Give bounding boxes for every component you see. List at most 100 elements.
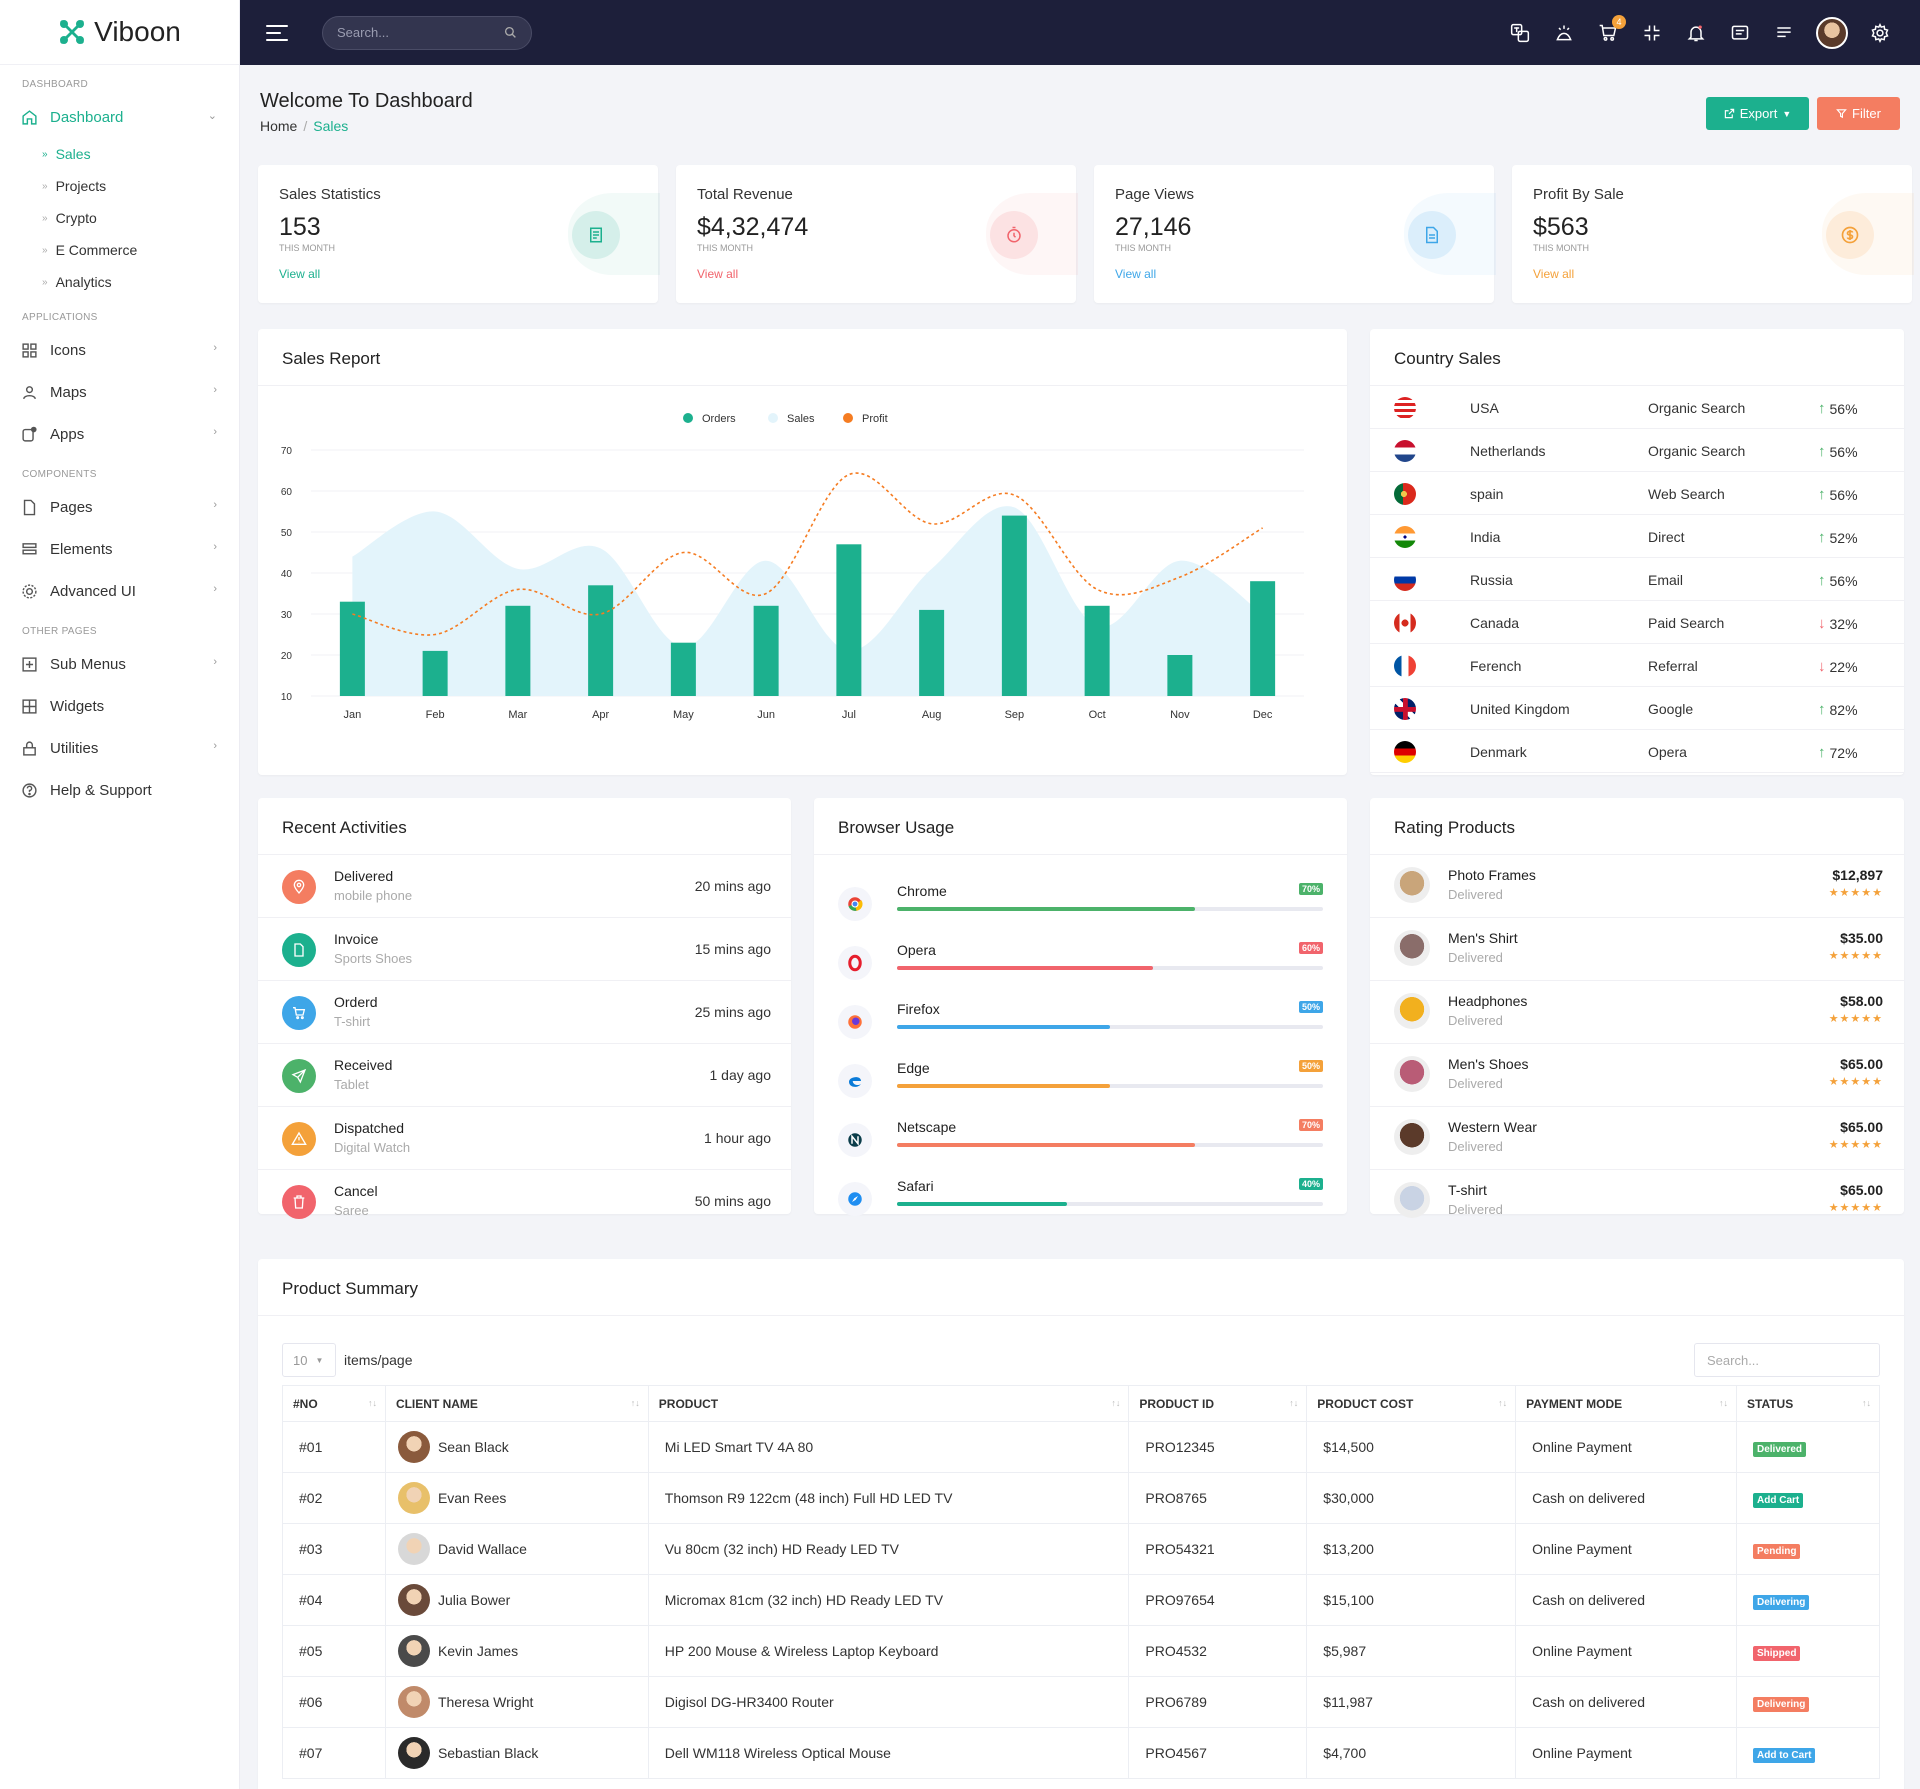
avatar[interactable] [1816, 16, 1848, 49]
product-rating-row[interactable]: Western Wear Delivered $65.00 ★★★★★ [1370, 1107, 1904, 1170]
sidebar-subitem-crypto[interactable]: » Crypto [42, 210, 97, 226]
view-all-link[interactable]: View all [1115, 267, 1157, 281]
sidebar-item-advanced-ui[interactable]: Advanced UI › [0, 570, 239, 612]
column-header[interactable]: PRODUCT ID ↑↓ [1128, 1385, 1308, 1422]
sidebar-item-elements[interactable]: Elements › [0, 528, 239, 570]
product-rating-row[interactable]: Men's Shirt Delivered $35.00 ★★★★★ [1370, 918, 1904, 981]
country-percent: ↑ 82% [1818, 701, 1858, 718]
view-all-link[interactable]: View all [1533, 267, 1575, 281]
sidebar-item-maps[interactable]: Maps › [0, 371, 239, 413]
progress-fill [897, 1084, 1110, 1088]
progress-fill [897, 1143, 1196, 1147]
cart-icon[interactable]: 4 [1596, 14, 1626, 45]
card-title: Rating Products [1394, 818, 1515, 837]
sidebar-item-utilities[interactable]: Utilities › [0, 727, 239, 769]
y-tick-label: 40 [281, 569, 293, 580]
user-icon [20, 383, 38, 401]
message-icon[interactable] [1728, 21, 1752, 45]
x-tick-label: Jan [344, 709, 362, 721]
gear-icon[interactable] [1868, 21, 1892, 45]
row-number: #01 [282, 1421, 386, 1473]
theme-icon[interactable] [1552, 21, 1576, 45]
activity-row[interactable]: Cancel Saree 50 mins ago [258, 1170, 791, 1233]
bell-icon[interactable] [1684, 21, 1708, 45]
legend-marker [683, 413, 693, 423]
avatar [397, 1737, 430, 1769]
sidebar-subitem-sales[interactable]: » Sales [42, 146, 91, 162]
view-all-link[interactable]: View all [697, 267, 739, 281]
fullscreen-icon[interactable] [1640, 21, 1664, 45]
apps-icon [20, 425, 38, 443]
activity-row[interactable]: Dispatched Digital Watch 1 hour ago [258, 1107, 791, 1170]
sort-icon: ↑↓ [630, 1398, 640, 1408]
page-size-value: 10 [293, 1352, 308, 1368]
chevron-right-icon: › [213, 384, 217, 396]
card-title: Recent Activities [282, 818, 407, 837]
traffic-source: Email [1648, 572, 1684, 588]
column-header-label: PRODUCT COST [1317, 1396, 1414, 1411]
column-header[interactable]: PRODUCT ↑↓ [647, 1385, 1130, 1422]
table-search-input[interactable] [1694, 1343, 1880, 1377]
column-header[interactable]: PAYMENT MODE ↑↓ [1515, 1385, 1737, 1422]
product-rating-row[interactable]: Photo Frames Delivered $12,897 ★★★★★ [1370, 855, 1904, 918]
y-tick-label: 20 [281, 651, 293, 662]
product-image [1394, 1119, 1430, 1155]
client-name: Evan Rees [437, 1490, 507, 1506]
brand-logo[interactable]: Viboon [0, 0, 239, 65]
breadcrumb-home[interactable]: Home [260, 118, 298, 134]
product-rating-row[interactable]: T-shirt Delivered $65.00 ★★★★★ [1370, 1170, 1904, 1233]
plus-square-icon [20, 655, 38, 673]
sidebar-item-help[interactable]: Help & Support [0, 769, 239, 811]
activity-time: 20 mins ago [694, 878, 771, 894]
hamburger-menu-icon[interactable] [266, 24, 288, 41]
client-cell: David Wallace [384, 1523, 649, 1575]
product-rating-row[interactable]: Headphones Delivered $58.00 ★★★★★ [1370, 981, 1904, 1044]
status-badge: Delivered [1753, 1442, 1807, 1457]
column-header-label: CLIENT NAME [395, 1396, 478, 1411]
stat-card: Sales Statistics 153 THIS MONTH View all [258, 165, 660, 303]
product-image [1394, 867, 1430, 903]
avatar [397, 1584, 430, 1616]
filter-button[interactable]: Filter [1817, 97, 1900, 130]
page-size-select[interactable]: 10 ▼ [282, 1343, 336, 1377]
column-header[interactable]: STATUS ↑↓ [1736, 1385, 1880, 1422]
sidebar-subitem-projects[interactable]: » Projects [42, 178, 107, 194]
breadcrumb: Home / Sales [260, 118, 349, 134]
browser-percent-badge: 70% [1298, 1119, 1323, 1131]
product-id: PRO6789 [1128, 1676, 1308, 1728]
sidebar-subitem-ecommerce[interactable]: » E Commerce [42, 242, 138, 258]
star-rating-icon: ★★★★★ [1828, 1139, 1883, 1151]
sidebar-item-dashboard[interactable]: Dashboard ⌄ [0, 96, 239, 138]
browser-usage-card: Browser Usage Chrome 70% Opera 60% Firefox 50… [814, 798, 1347, 1216]
sidebar-item-pages[interactable]: Pages › [0, 486, 239, 528]
view-all-link[interactable]: View all [279, 267, 321, 281]
product-id: PRO12345 [1128, 1421, 1308, 1473]
chevron-right-icon: › [213, 740, 217, 752]
sidebar-item-apps[interactable]: Apps › [0, 413, 239, 455]
legend-marker [843, 413, 853, 423]
activity-row[interactable]: Received Tablet 1 day ago [258, 1044, 791, 1107]
sidebar-item-sub-menus[interactable]: Sub Menus › [0, 643, 239, 685]
row-number: #07 [282, 1727, 386, 1779]
translate-icon[interactable] [1508, 21, 1532, 45]
sidebar-item-icons[interactable]: Icons › [0, 329, 239, 371]
sidebar-item-widgets[interactable]: Widgets [0, 685, 239, 727]
activity-row[interactable]: Orderd T-shirt 25 mins ago [258, 981, 791, 1044]
subitem-label: Analytics [55, 274, 112, 290]
export-button[interactable]: Export ▼ [1706, 97, 1809, 130]
activity-row[interactable]: Delivered mobile phone 20 mins ago [258, 855, 791, 918]
column-header[interactable]: CLIENT NAME ↑↓ [384, 1385, 649, 1422]
search-input[interactable] [337, 25, 487, 40]
column-header[interactable]: #NO ↑↓ [282, 1385, 386, 1422]
search-icon[interactable] [504, 26, 517, 39]
row-number: #04 [282, 1574, 386, 1626]
product-rating-row[interactable]: Men's Shoes Delivered $65.00 ★★★★★ [1370, 1044, 1904, 1107]
menu-lines-icon[interactable] [1772, 21, 1796, 45]
traffic-source: Referral [1648, 658, 1698, 674]
column-header[interactable]: PRODUCT COST ↑↓ [1306, 1385, 1517, 1422]
help-icon [20, 781, 38, 799]
activity-subtitle: T-shirt [334, 1014, 371, 1029]
sidebar-subitem-analytics[interactable]: » Analytics [42, 274, 112, 290]
activity-row[interactable]: Invoice Sports Shoes 15 mins ago [258, 918, 791, 981]
progress-fill [897, 1202, 1068, 1206]
